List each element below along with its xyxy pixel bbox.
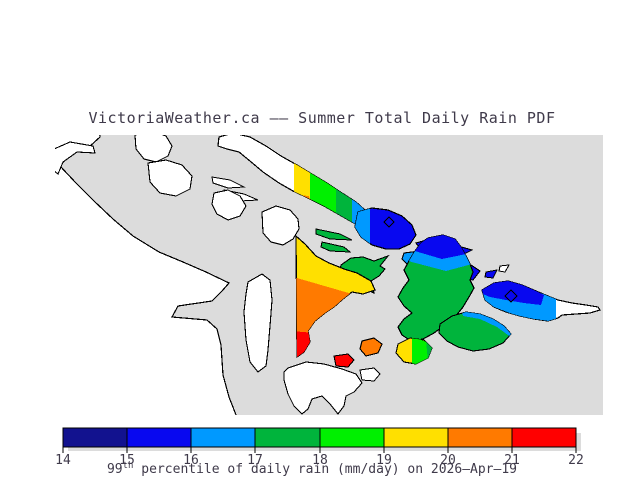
tick-label: 17 [247, 453, 263, 468]
band-sky-northeast [462, 312, 511, 338]
caption-value: 99 [107, 462, 123, 477]
island-white-mid [211, 189, 247, 221]
tick-label: 22 [568, 453, 584, 468]
station-marker-diamond-1 [383, 216, 395, 228]
islet-white-south [359, 367, 381, 382]
islet-blue-2 [484, 269, 498, 279]
island-blue-bulge [354, 207, 417, 250]
colorbar-segment [126, 427, 192, 448]
map [55, 135, 603, 415]
island-large-green [397, 234, 475, 342]
islet-orange [359, 337, 383, 357]
coastline-spit [55, 141, 96, 175]
tick-label: 18 [312, 453, 328, 468]
island-blue-east [481, 280, 601, 322]
colorbar-segment [319, 427, 385, 448]
colorbar-segment [254, 427, 321, 448]
island-white-mid-2 [261, 205, 300, 246]
band-blue-top [408, 235, 474, 259]
land-saanich-west-shore [243, 273, 273, 373]
colorbar-segment [190, 427, 256, 448]
island-white-north-2 [147, 159, 193, 197]
colorbar: 14 15 16 17 18 19 20 21 22 99th percenti… [55, 427, 584, 477]
colorbar-segment [62, 427, 128, 448]
colorbar-segment [511, 427, 577, 448]
island-white-north-1 [134, 135, 173, 163]
islet-green-sliver-1 [315, 228, 353, 241]
tick-label: 15 [119, 453, 135, 468]
band-sky-mid [408, 249, 474, 271]
band-orange-mid [296, 276, 366, 340]
land-bottom-highlands [283, 361, 363, 415]
islet-green-sliver-2 [320, 241, 352, 253]
page-title: VictoriaWeather.ca –– Summer Total Daily… [88, 109, 555, 127]
tick-label: 21 [504, 453, 520, 468]
tick-label: 20 [440, 453, 456, 468]
colorbar-caption: 99th percentile of daily rain (mm/day) o… [107, 461, 517, 477]
islet-white-small [498, 264, 510, 273]
tick-label: 19 [376, 453, 392, 468]
tick-label: 16 [183, 453, 199, 468]
island-lower-green [438, 311, 512, 352]
islet-red [333, 353, 355, 368]
tick-label: 14 [55, 453, 71, 468]
colorbar-segment [383, 427, 449, 448]
colorbar-ticks [62, 447, 577, 453]
caption-superscript: th [123, 461, 134, 471]
station-marker-diamond-2 [504, 289, 518, 303]
caption-rest: percentile of daily rain (mm/day) on 202… [133, 462, 517, 477]
colorbar-segment [447, 427, 513, 448]
islet-sliver-1 [211, 176, 246, 189]
